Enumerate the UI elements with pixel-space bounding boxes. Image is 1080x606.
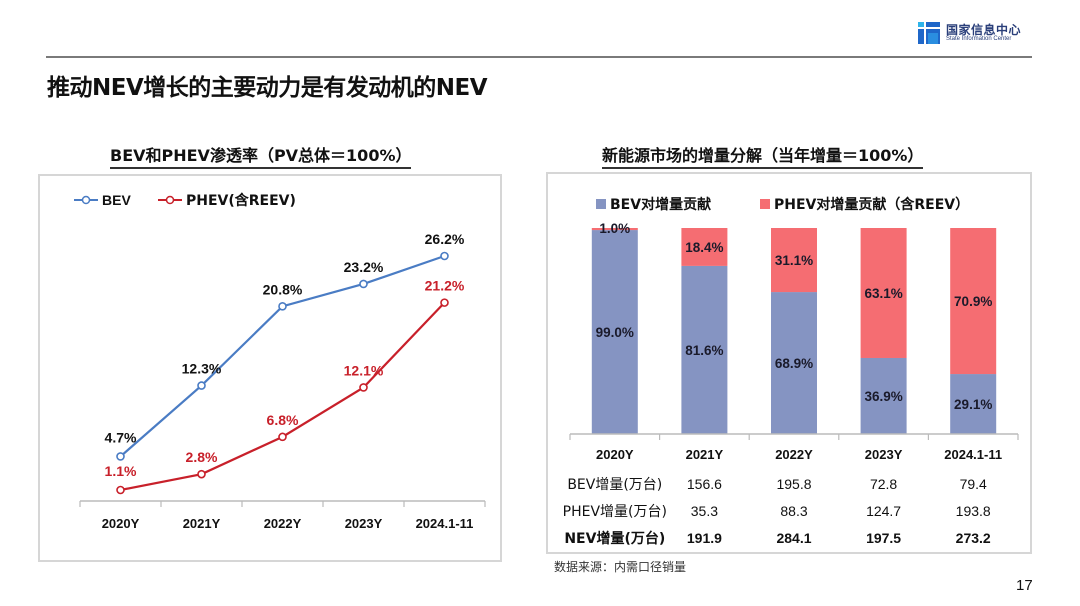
bev-contribution-label: 29.1%	[954, 397, 992, 412]
phev-contribution-label: 63.1%	[864, 286, 902, 301]
bar-x-tick-label: 2023Y	[865, 447, 903, 462]
increment-row-value: 193.8	[956, 503, 991, 519]
increment-row-value: 88.3	[780, 503, 807, 519]
increment-row-value: 197.5	[866, 530, 901, 546]
bev-data-label: 12.3%	[182, 361, 222, 377]
bev-contribution-bar	[950, 374, 997, 434]
legend-item-bev: BEV	[74, 192, 131, 208]
increment-row-value: 72.8	[870, 476, 897, 492]
increment-row-value: 124.7	[866, 503, 901, 519]
bev-contribution-label: 99.0%	[596, 325, 634, 340]
increment-table-row: PHEV增量(万台) 35.3 88.3 124.7 193.8	[563, 503, 991, 520]
phev-contribution-bar	[860, 228, 907, 358]
bev-contribution-label: 36.9%	[864, 389, 902, 404]
data-source-note: 数据来源：内需口径销量	[554, 560, 687, 574]
bar-x-tick-label: 2022Y	[775, 447, 813, 462]
legend-bev-marker	[81, 195, 91, 205]
phev-data-point	[440, 298, 449, 307]
state-information-center-logo: 国家信息中心 State Information Center	[918, 20, 1038, 48]
increment-row-label: NEV增量(万台)	[564, 530, 665, 547]
phev-contribution-bar	[771, 228, 817, 293]
increment-table-row: NEV增量(万台) 191.9 284.1 197.5 273.2	[564, 530, 991, 547]
phev-contribution-label: 31.1%	[775, 253, 813, 268]
phev-data-point	[116, 485, 125, 495]
increment-row-value: 195.8	[776, 476, 811, 492]
legend-item-phev-contribution: PHEV对增量贡献（含REEV）	[760, 196, 969, 213]
line-x-tick-label: 2023Y	[345, 516, 383, 531]
phev-contribution-bar	[591, 228, 638, 231]
line-chart: BEV PHEV(含REEV) 2020Y 2021Y 2022Y 2023Y 2024…	[74, 192, 486, 531]
logo-name-en: State Information Center	[946, 36, 1012, 42]
increment-row-value: 79.4	[960, 476, 987, 492]
bev-data-label: 4.7%	[105, 429, 137, 445]
bar-chart-frame: BEV对增量贡献 PHEV对增量贡献（含REEV） 99.0% 1.0% 81.6%…	[546, 172, 1032, 554]
line-x-tick-label: 2022Y	[264, 516, 302, 531]
increment-row-value: 191.9	[687, 530, 722, 546]
phev-data-label: 12.1%	[344, 362, 384, 378]
line-legend: BEV PHEV(含REEV)	[74, 192, 296, 209]
line-x-tick-label: 2020Y	[102, 516, 140, 531]
line-chart-title: BEV和PHEV渗透率（PV总体＝100%）	[110, 142, 412, 169]
phev-data-point	[359, 383, 368, 392]
bev-data-point	[278, 302, 287, 311]
legend-bev-swatch	[596, 199, 606, 209]
phev-contribution-label: 18.4%	[685, 240, 723, 255]
phev-contribution-label: 1.0%	[599, 221, 630, 236]
phev-contribution-label: 70.9%	[954, 294, 992, 309]
bar-x-tick-label: 2020Y	[596, 447, 634, 462]
line-x-tick-label: 2024.1-11	[416, 516, 474, 531]
legend-phev-swatch	[760, 199, 770, 209]
phev-data-point	[278, 432, 287, 442]
increment-row-value: 35.3	[691, 503, 718, 519]
increment-table-row: BEV增量(万台) 156.6 195.8 72.8 79.4	[567, 476, 987, 493]
bev-contribution-bar	[681, 265, 728, 434]
logo-name-cn: 国家信息中心	[946, 23, 1022, 37]
bev-contribution-label: 81.6%	[685, 343, 723, 358]
legend-bev-contribution-label: BEV对增量贡献	[610, 196, 711, 213]
bar-chart-title: 新能源市场的增量分解（当年增量＝100%）	[602, 142, 924, 169]
legend-item-bev-contribution: BEV对增量贡献	[596, 196, 711, 213]
bar-legend: BEV对增量贡献 PHEV对增量贡献（含REEV）	[596, 196, 969, 213]
bev-data-point	[197, 381, 206, 390]
legend-bev-label: BEV	[102, 192, 131, 208]
bev-contribution-bar	[591, 230, 638, 434]
legend-phev-marker	[165, 195, 175, 205]
legend-phev-label: PHEV(含REEV)	[186, 192, 296, 209]
bar-x-tick-label: 2021Y	[686, 447, 724, 462]
increment-row-label: PHEV增量(万台)	[563, 504, 667, 520]
increment-row-value: 273.2	[956, 530, 991, 546]
bev-data-point	[116, 452, 125, 461]
bev-contribution-bar	[771, 292, 817, 434]
phev-contribution-bar	[950, 228, 997, 375]
phev-data-label: 21.2%	[425, 278, 465, 294]
page-number: 17	[1016, 577, 1033, 594]
page-title: 推动NEV增长的主要动力是有发动机的NEV	[47, 75, 488, 101]
phev-contribution-bar	[681, 228, 728, 266]
increment-row-label: BEV增量(万台)	[567, 477, 662, 493]
phev-series-line	[120, 301, 446, 492]
line-chart-frame: BEV PHEV(含REEV) 2020Y 2021Y 2022Y 2023Y 2024…	[38, 174, 502, 562]
bev-data-point	[440, 251, 449, 261]
bev-data-label: 23.2%	[344, 259, 384, 275]
bev-data-label: 20.8%	[263, 281, 303, 297]
legend-phev-contribution-label: PHEV对增量贡献（含REEV）	[774, 196, 969, 213]
legend-item-phev: PHEV(含REEV)	[158, 192, 296, 209]
phev-data-label: 6.8%	[267, 412, 299, 428]
bev-data-label: 26.2%	[425, 231, 465, 247]
increment-row-value: 284.1	[776, 530, 811, 546]
phev-data-label: 2.8%	[186, 449, 218, 465]
phev-data-point	[197, 469, 206, 479]
bar-x-tick-label: 2024.1-11	[944, 447, 1002, 462]
phev-data-label: 1.1%	[105, 463, 137, 479]
bar-chart: BEV对增量贡献 PHEV对增量贡献（含REEV） 99.0% 1.0% 81.6%…	[563, 196, 1019, 547]
bev-contribution-bar	[860, 357, 907, 434]
bev-contribution-label: 68.9%	[775, 356, 813, 371]
header-divider	[46, 56, 1032, 58]
bev-data-point	[359, 279, 368, 289]
line-x-tick-label: 2021Y	[183, 516, 221, 531]
logo-mark-icon	[918, 22, 940, 44]
increment-row-value: 156.6	[687, 476, 722, 492]
